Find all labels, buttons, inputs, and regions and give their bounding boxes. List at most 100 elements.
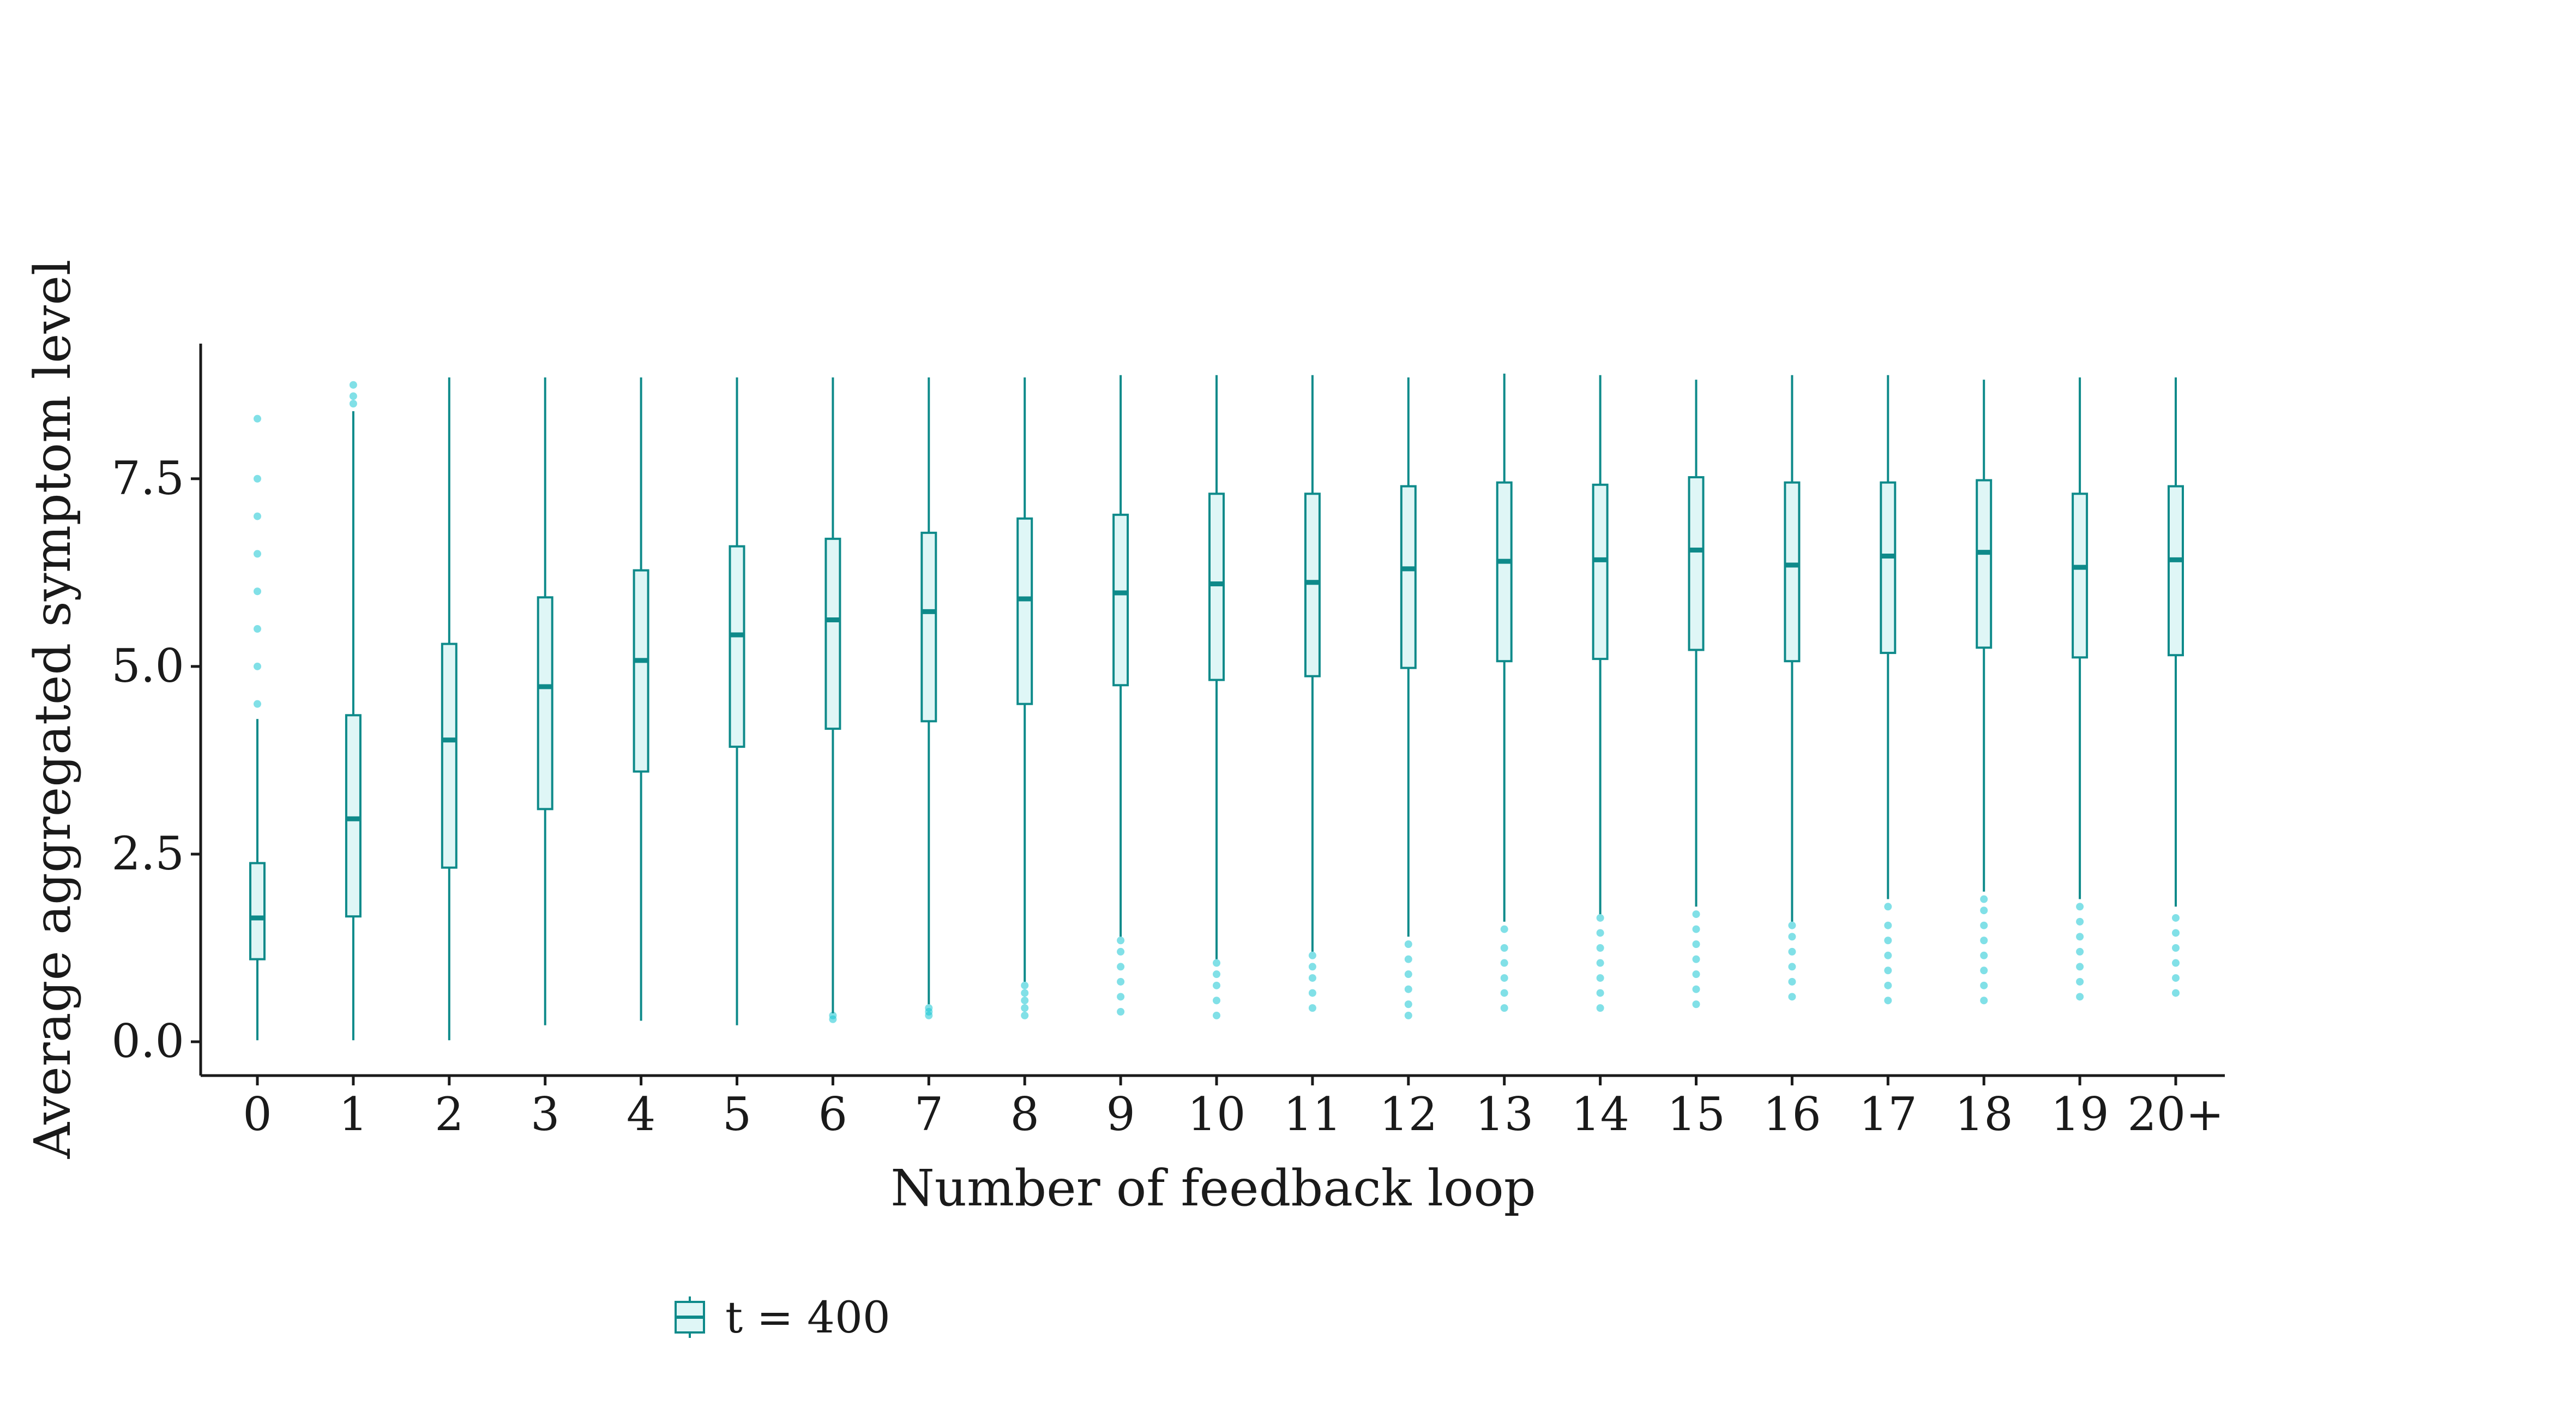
box-5 (729, 377, 745, 1025)
outlier-point (1884, 903, 1892, 911)
outlier-point (254, 625, 261, 633)
outlier-point (1500, 959, 1508, 967)
outlier-point (254, 512, 261, 520)
outlier-point (1596, 929, 1604, 937)
outlier-point (2076, 977, 2084, 986)
outlier-point (1500, 925, 1508, 933)
outlier-point (1692, 970, 1700, 978)
outlier-point (2076, 933, 2084, 941)
outlier-point (2172, 959, 2180, 967)
outlier-point (1117, 1008, 1125, 1016)
box-iqr (1496, 481, 1513, 663)
legend-label: t = 400 (725, 1292, 890, 1343)
x-ticks: 0 1 2 3 4 5 6 7 8 9 10 11 12 13 14 15 16 17 18 19 20+ (243, 1076, 2224, 1141)
outlier-point (2076, 903, 2084, 911)
y-tick-label: 2.5 (111, 827, 184, 880)
outlier-point (349, 400, 357, 408)
box-iqr (1400, 485, 1417, 669)
outlier-point (1788, 947, 1796, 956)
outlier-point (254, 700, 261, 708)
x-tick-label: 20+ (2127, 1088, 2224, 1141)
x-tick-label: 19 (2051, 1088, 2109, 1141)
outlier-point (1884, 996, 1892, 1005)
box-16 (1784, 375, 1801, 922)
outlier-point (1308, 1004, 1316, 1012)
outlier-point (1404, 985, 1412, 993)
box-15 (1688, 380, 1705, 907)
x-tick-label: 9 (1106, 1088, 1135, 1141)
box-iqr (729, 545, 745, 748)
box-iqr (1112, 513, 1129, 687)
outlier-point (1308, 989, 1316, 997)
outlier-point (1788, 993, 1796, 1001)
outlier-point (1596, 1004, 1604, 1012)
outlier-point (1692, 1000, 1700, 1008)
outlier-point (1213, 1011, 1220, 1019)
outliers-layer (254, 381, 2180, 1023)
outlier-point (2076, 947, 2084, 956)
outlier-point (1117, 963, 1125, 971)
box-iqr (1208, 493, 1225, 681)
outlier-point (1980, 966, 1988, 975)
box-iqr (1592, 483, 1609, 661)
x-tick-label: 6 (818, 1088, 847, 1141)
outlier-point (1596, 944, 1604, 952)
outlier-point (1213, 970, 1220, 978)
box-14 (1592, 375, 1609, 915)
outlier-point (925, 1004, 933, 1012)
box-iqr (1016, 517, 1033, 705)
outlier-point (1788, 933, 1796, 941)
outlier-point (1980, 906, 1988, 915)
outlier-point (1117, 977, 1125, 986)
y-axis-title: Average aggregated symptom level (23, 260, 82, 1160)
y-tick-label: 7.5 (111, 452, 184, 505)
outlier-point (1117, 993, 1125, 1001)
outlier-point (1308, 951, 1316, 959)
outlier-point (1884, 951, 1892, 959)
outlier-point (1788, 921, 1796, 929)
boxes-layer (249, 374, 2184, 1041)
box-4 (633, 377, 649, 1021)
outlier-point (349, 381, 357, 389)
box-20+ (2168, 377, 2184, 907)
box-iqr (2072, 493, 2089, 659)
outlier-point (254, 475, 261, 483)
x-tick-label: 16 (1763, 1088, 1821, 1141)
box-iqr (1784, 481, 1801, 663)
x-axis-title: Number of feedback loop (890, 1159, 1536, 1217)
x-tick-label: 7 (914, 1088, 943, 1141)
box-1 (345, 411, 362, 1041)
x-tick-label: 17 (1859, 1088, 1917, 1141)
box-13 (1496, 374, 1513, 922)
outlier-point (1500, 989, 1508, 997)
outlier-point (1404, 955, 1412, 963)
x-tick-label: 10 (1188, 1088, 1246, 1141)
outlier-point (1500, 944, 1508, 952)
x-tick-label: 1 (339, 1088, 368, 1141)
box-iqr (249, 862, 266, 960)
outlier-point (1980, 895, 1988, 903)
box-iqr (1304, 493, 1321, 677)
x-tick-label: 12 (1379, 1088, 1437, 1141)
outlier-point (1692, 910, 1700, 918)
outlier-point (1500, 974, 1508, 982)
box-17 (1880, 375, 1897, 899)
outlier-point (1788, 963, 1796, 971)
y-tick-label: 0.0 (111, 1014, 184, 1068)
x-tick-label: 15 (1667, 1088, 1725, 1141)
outlier-point (1213, 981, 1220, 989)
outlier-point (2172, 914, 2180, 922)
outlier-point (1596, 914, 1604, 922)
outlier-point (2172, 944, 2180, 952)
x-tick-label: 8 (1010, 1088, 1039, 1141)
box-10 (1208, 375, 1225, 959)
outlier-point (2076, 993, 2084, 1001)
box-9 (1112, 375, 1129, 937)
box-iqr (824, 537, 841, 730)
outlier-point (1308, 974, 1316, 982)
outlier-point (1980, 936, 1988, 945)
outlier-point (1404, 970, 1412, 978)
outlier-point (254, 587, 261, 596)
y-tick-label: 5.0 (111, 639, 184, 693)
